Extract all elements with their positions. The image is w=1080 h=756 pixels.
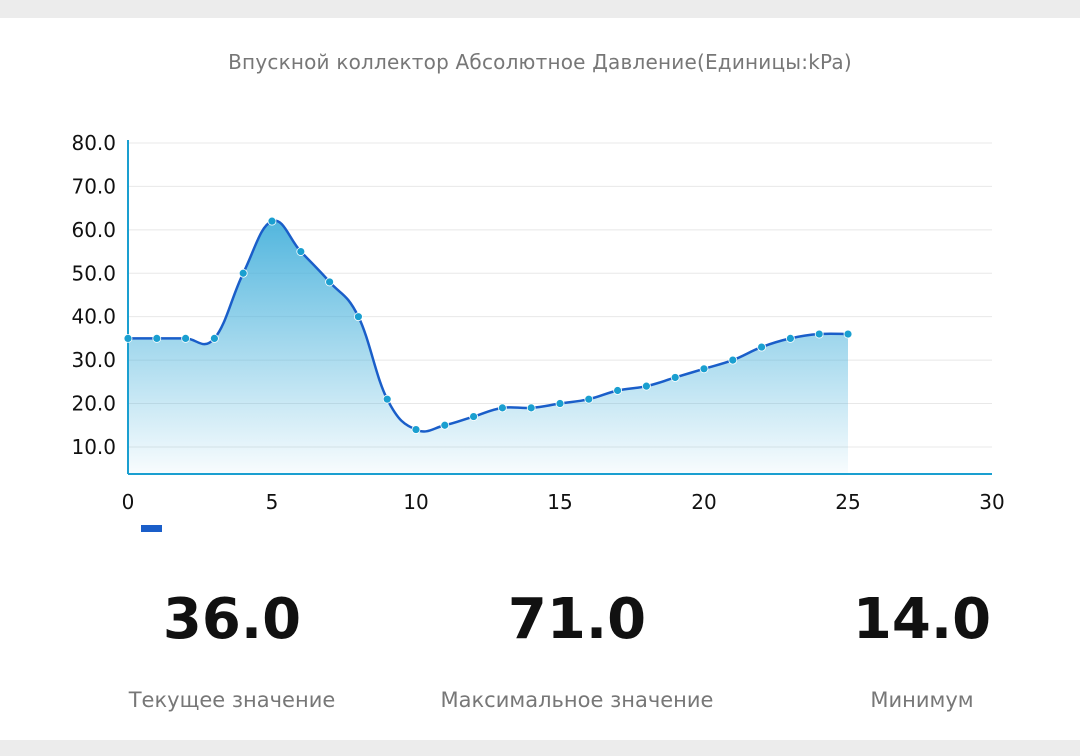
current-value: 36.0 <box>162 587 302 652</box>
data-point <box>497 403 507 413</box>
data-point <box>325 277 335 287</box>
y-tick-label: 80.0 <box>71 131 116 155</box>
x-tick-label: 10 <box>403 490 428 514</box>
y-tick-label: 10.0 <box>71 435 116 459</box>
x-tick-label: 30 <box>979 490 1004 514</box>
stat-max: 71.0 Максимальное значение <box>427 587 727 713</box>
y-tick-labels: 10.0 20.0 30.0 40.0 50.0 60.0 70.0 80.0 <box>71 131 116 459</box>
legend-swatch <box>141 525 162 532</box>
data-point <box>382 394 392 404</box>
data-points <box>123 216 853 434</box>
y-tick-label: 40.0 <box>71 305 116 329</box>
data-point <box>353 312 363 322</box>
data-point <box>440 420 450 430</box>
area-fill-layer <box>128 220 848 473</box>
stat-min: 14.0 Минимум <box>772 587 1072 713</box>
x-tick-label: 15 <box>547 490 572 514</box>
data-point <box>123 333 133 343</box>
data-point <box>469 412 479 421</box>
x-tick-labels: 0 5 10 15 20 25 30 <box>122 490 1005 514</box>
data-point <box>181 333 191 343</box>
max-label: Максимальное значение <box>440 688 714 712</box>
min-value: 14.0 <box>852 587 992 652</box>
max-value: 71.0 <box>507 587 647 652</box>
data-point <box>728 355 738 365</box>
axes <box>127 140 992 475</box>
x-tick-label: 25 <box>835 490 860 514</box>
series-area <box>128 220 848 473</box>
min-label: Минимум <box>870 688 974 712</box>
data-point <box>642 381 651 391</box>
data-point <box>152 333 162 343</box>
top-strip <box>0 0 1080 18</box>
y-tick-label: 50.0 <box>71 261 116 285</box>
x-tick-label: 20 <box>691 490 716 514</box>
data-point <box>584 394 594 404</box>
chart-title: Впускной коллектор Абсолютное Давление(Е… <box>228 50 852 74</box>
chart-area: 10.0 20.0 30.0 40.0 50.0 60.0 70.0 80.0 0 5 10 15 2… <box>71 131 1005 514</box>
data-point <box>296 247 306 256</box>
data-point <box>411 425 421 434</box>
data-point <box>613 386 622 395</box>
x-tick-label: 5 <box>266 490 279 514</box>
y-tick-label: 20.0 <box>71 392 116 416</box>
data-point <box>267 216 277 226</box>
stat-current: 36.0 Текущее значение <box>82 587 382 713</box>
y-tick-label: 60.0 <box>71 218 116 242</box>
data-point <box>699 364 709 374</box>
y-tick-label: 30.0 <box>71 348 116 372</box>
data-point <box>786 333 795 343</box>
y-tick-label: 70.0 <box>71 174 116 198</box>
data-point <box>814 329 824 339</box>
current-label: Текущее значение <box>128 688 336 712</box>
data-point <box>209 333 219 343</box>
data-point <box>757 342 766 352</box>
x-tick-label: 0 <box>122 490 135 514</box>
data-point <box>238 268 248 278</box>
data-point <box>670 373 680 382</box>
data-point <box>526 403 536 413</box>
data-point <box>843 329 853 339</box>
bottom-strip <box>0 740 1080 756</box>
data-point <box>555 399 565 408</box>
